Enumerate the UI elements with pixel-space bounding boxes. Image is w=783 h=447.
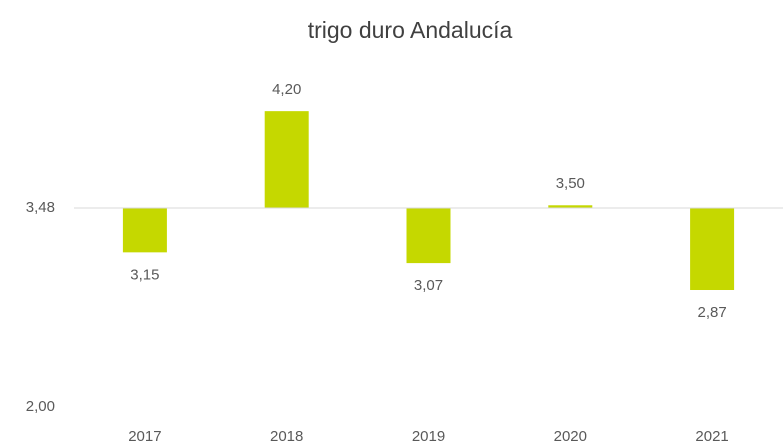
data-label: 3,50 xyxy=(556,175,585,192)
x-tick-label: 2021 xyxy=(695,428,728,445)
y-tick-label: 3,48 xyxy=(26,199,55,216)
y-tick-label: 2,00 xyxy=(26,398,55,415)
bar xyxy=(690,207,735,291)
data-label: 4,20 xyxy=(272,81,301,98)
data-label: 2,87 xyxy=(697,304,726,321)
bar xyxy=(122,207,167,253)
data-label: 3,07 xyxy=(414,277,443,294)
bar xyxy=(264,111,309,208)
bar xyxy=(406,207,451,264)
x-tick-label: 2017 xyxy=(128,428,161,445)
data-label: 3,15 xyxy=(130,266,159,283)
x-tick-label: 2020 xyxy=(554,428,587,445)
chart-title: trigo duro Andalucía xyxy=(308,17,513,43)
x-tick-label: 2019 xyxy=(412,428,445,445)
bar xyxy=(548,205,593,208)
x-tick-label: 2018 xyxy=(270,428,303,445)
